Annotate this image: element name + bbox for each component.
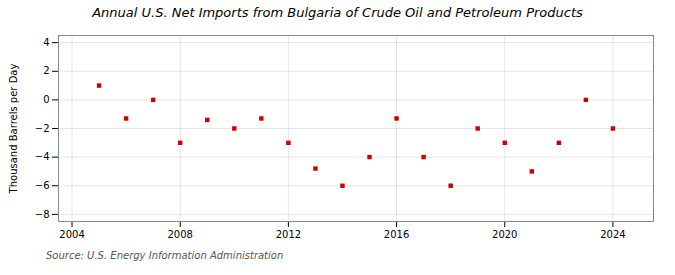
svg-text:2012: 2012 [276, 229, 301, 240]
svg-text:−2: −2 [35, 123, 50, 134]
svg-text:Thousand Barrels per Day: Thousand Barrels per Day [8, 64, 19, 195]
html-text:Source: U.S. Energy Informatio: Source: U.S. Energy Information Administ… [46, 250, 284, 261]
svg-text:−8: −8 [35, 209, 50, 220]
html-text:Annual U.S. Net Imports from B: Annual U.S. Net Imports from Bulgaria of… [92, 5, 583, 20]
svg-text:2: 2 [43, 65, 49, 76]
svg-text:0: 0 [43, 94, 49, 105]
svg-text:4: 4 [43, 37, 49, 48]
svg-text:−6: −6 [35, 180, 50, 191]
svg-text:−4: −4 [35, 151, 50, 162]
svg-text:2020: 2020 [492, 229, 517, 240]
svg-text:2004: 2004 [59, 229, 84, 240]
svg-text:2016: 2016 [384, 229, 409, 240]
svg-text:2008: 2008 [167, 229, 192, 240]
svg-text:2024: 2024 [600, 229, 625, 240]
